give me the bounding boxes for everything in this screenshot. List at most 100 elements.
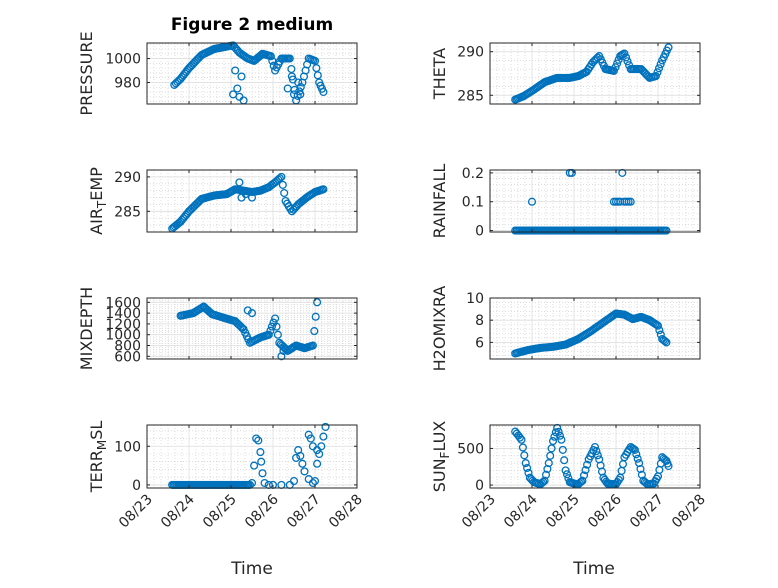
axes-frame xyxy=(489,169,701,233)
data-point xyxy=(544,459,553,468)
data-point xyxy=(656,60,665,69)
data-point xyxy=(247,193,257,202)
data-point xyxy=(287,72,296,81)
data-point xyxy=(561,466,570,475)
subplot-rainfall: 0 0.1 0.2 RAINFALL xyxy=(430,164,701,240)
subplot-air: 285 290 AIRTEMP xyxy=(87,167,358,235)
data-point xyxy=(611,63,620,72)
y-tick-label: 600 xyxy=(114,349,141,365)
y-axis-label: AIRTEMP xyxy=(87,167,109,235)
data-point xyxy=(271,314,280,323)
y-axis-label: PRESSURE xyxy=(77,31,96,115)
data-point xyxy=(319,185,328,194)
data-point xyxy=(277,352,286,361)
data-point xyxy=(319,432,328,441)
data-point xyxy=(527,197,537,206)
axes-frame xyxy=(146,169,358,233)
data-point xyxy=(521,459,530,468)
axes-frame xyxy=(489,42,701,105)
data-point xyxy=(664,461,673,471)
y-tick-label: 0 xyxy=(475,224,484,240)
data-point xyxy=(306,434,315,443)
data-point xyxy=(296,451,305,460)
y-tick-label: 1600 xyxy=(105,295,141,311)
data-point xyxy=(289,476,299,486)
y-axis-label: SUNFLUX xyxy=(430,421,452,493)
data-point xyxy=(654,64,664,73)
y-tick-label: 290 xyxy=(114,170,141,186)
y-tick-label: 500 xyxy=(457,441,484,457)
data-point xyxy=(308,341,317,350)
data-point xyxy=(267,322,276,331)
axes-frame xyxy=(146,297,358,360)
data-point xyxy=(546,451,555,460)
data-point xyxy=(560,456,569,465)
y-tick-label: 0.2 xyxy=(462,166,484,182)
data-point xyxy=(547,444,556,453)
data-point xyxy=(315,449,324,459)
data-point xyxy=(313,446,322,455)
y-axis-label: THETA xyxy=(430,48,449,100)
data-point xyxy=(313,298,322,307)
data-point xyxy=(579,471,589,480)
data-point xyxy=(296,90,305,99)
y-tick-label: 10 xyxy=(466,291,484,307)
data-point xyxy=(266,52,275,61)
data-point xyxy=(279,346,288,355)
data-point xyxy=(280,188,289,198)
y-tick-label: 290 xyxy=(457,45,484,61)
data-point xyxy=(539,477,548,486)
data-point xyxy=(543,464,552,474)
y-tick-label: 0 xyxy=(132,478,141,494)
data-point xyxy=(285,54,294,63)
data-point xyxy=(578,476,587,485)
data-point xyxy=(247,478,257,488)
y-tick-label: 1000 xyxy=(105,52,141,68)
data-point xyxy=(256,448,265,457)
data-point xyxy=(623,57,632,66)
data-point xyxy=(523,463,532,473)
data-point xyxy=(257,457,266,466)
data-point xyxy=(275,174,284,183)
data-point xyxy=(517,435,526,444)
y-tick-label: 980 xyxy=(114,75,141,91)
data-point xyxy=(554,427,563,436)
subplot-pressure: 980 1000 PRESSURE xyxy=(77,31,358,116)
data-point xyxy=(310,327,319,336)
data-point xyxy=(283,84,292,93)
data-point xyxy=(321,422,330,431)
data-point xyxy=(268,56,277,65)
data-point xyxy=(635,459,644,468)
data-point xyxy=(550,432,559,441)
data-point xyxy=(254,436,263,445)
data-point xyxy=(311,312,320,321)
data-point xyxy=(636,464,645,474)
axes-frame xyxy=(489,424,701,489)
y-tick-label: 8 xyxy=(475,313,484,329)
y-tick-label: 6 xyxy=(475,335,484,351)
data-point xyxy=(664,43,673,52)
data-point xyxy=(260,478,269,488)
data-point xyxy=(541,470,551,479)
data-point xyxy=(548,437,558,446)
data-point xyxy=(258,469,267,478)
data-point xyxy=(614,226,623,235)
data-point xyxy=(247,309,257,318)
data-point xyxy=(520,451,529,460)
data-point xyxy=(626,197,635,206)
data-point xyxy=(515,433,524,442)
data-point xyxy=(576,477,586,486)
subplot-h2omixra: 6 8 10 H2OMIXRA xyxy=(430,286,701,371)
data-point xyxy=(583,460,592,469)
data-point xyxy=(298,459,307,468)
data-point xyxy=(613,59,622,68)
data-point xyxy=(292,453,301,462)
data-point xyxy=(272,322,281,331)
axes-frame xyxy=(146,42,358,105)
axes-frame xyxy=(146,424,358,489)
data-point xyxy=(287,64,296,74)
data-point xyxy=(592,447,601,456)
y-tick-label: 800 xyxy=(114,339,141,355)
x-axis-label-left: Time xyxy=(230,559,273,579)
